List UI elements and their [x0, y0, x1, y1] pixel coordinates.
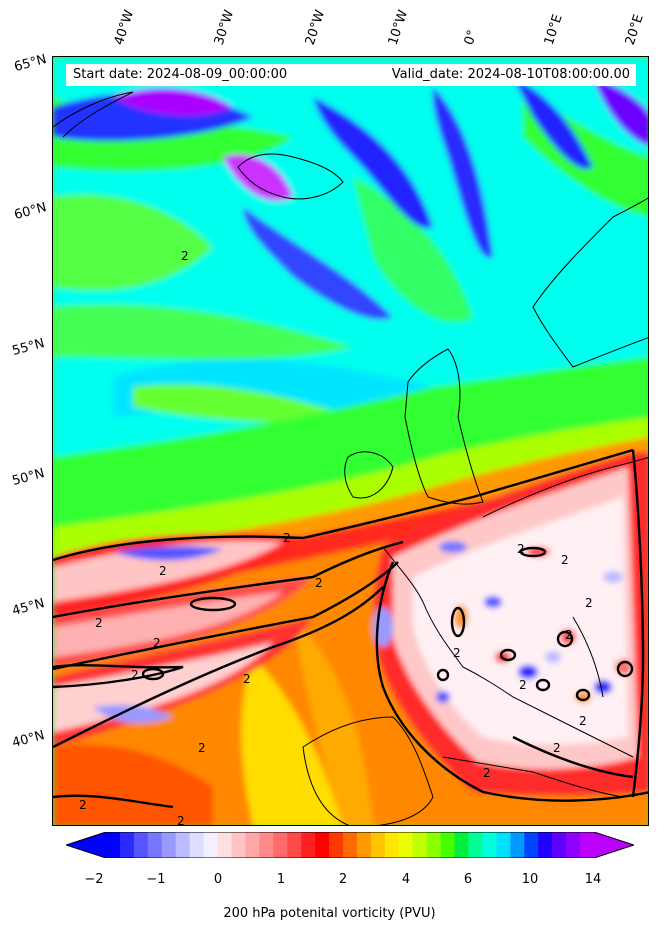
lon-label-20w: 20°W	[302, 8, 329, 47]
colorbar-tick: −1	[146, 872, 166, 887]
contour-label: 2	[565, 628, 573, 642]
contour-label: 2	[561, 553, 569, 567]
colorbar-cell	[245, 832, 260, 858]
colorbar-extend-high	[594, 832, 634, 858]
lat-label-60n: 60°N	[12, 200, 49, 223]
contour-label: 2	[315, 576, 323, 590]
pv2-contours	[53, 448, 648, 809]
lon-label-0: 0°	[461, 28, 481, 47]
valid-date-text: Valid_date: 2024-08-10T08:00:00.00	[391, 67, 630, 82]
lon-label-30w: 30°W	[211, 8, 238, 47]
contour-labels: 2 2 2 2 2 2 2 2 2 2 2 2 2 2 2 2 2 2 2 2	[79, 249, 593, 826]
colorbar-cell	[301, 832, 316, 858]
colorbar-cell	[482, 832, 497, 858]
colorbar-tick: 1	[276, 872, 286, 887]
colorbar-cell	[566, 832, 581, 858]
contour-label: 2	[579, 714, 587, 728]
colorbar-cell	[259, 832, 274, 858]
colorbar-cell	[496, 832, 511, 858]
colorbar-cell	[426, 832, 442, 858]
colorbar-cell	[552, 832, 567, 858]
lon-label-10w: 10°W	[385, 8, 412, 47]
lon-label-40w: 40°W	[111, 8, 138, 47]
contour-label: 2	[131, 668, 139, 682]
colorbar-cell	[106, 832, 121, 858]
lat-label-50n: 50°N	[10, 466, 47, 489]
contour-label: 2	[198, 741, 206, 755]
contour-label: 2	[243, 672, 251, 686]
lat-label-65n: 65°N	[12, 52, 49, 75]
iceland-coast	[237, 153, 344, 200]
pv-field-map: 2 2 2 2 2 2 2 2 2 2 2 2 2 2 2 2 2 2 2 2	[53, 57, 648, 826]
contour-label: 2	[517, 542, 525, 556]
colorbar-cell	[273, 832, 288, 858]
contour-label: 2	[177, 814, 185, 826]
colorbar-cell	[189, 832, 205, 858]
colorbar-tick: 0	[213, 872, 223, 887]
ireland-coast	[344, 451, 394, 499]
contour-label: 2	[519, 678, 527, 692]
contour-label: 2	[585, 596, 593, 610]
colorbar-cell	[524, 832, 539, 858]
colorbar-cell	[538, 832, 553, 858]
lon-label-10e: 10°E	[541, 12, 566, 48]
colorbar-cell	[468, 832, 483, 858]
colorbar-cell	[384, 832, 400, 858]
colorbar-extend-low	[66, 832, 106, 858]
lat-label-45n: 45°N	[10, 596, 47, 619]
colorbar-tick: −2	[84, 872, 104, 887]
contour-label: 2	[453, 646, 461, 660]
colorbar-cell	[315, 832, 330, 858]
colorbar-cell	[580, 832, 595, 858]
colorbar	[66, 832, 634, 858]
contour-label: 2	[79, 798, 87, 812]
iberia-coast	[302, 716, 434, 825]
colorbar-cells	[106, 832, 595, 858]
colorbar-tick: 4	[401, 872, 411, 887]
colorbar-cell	[343, 832, 358, 858]
contour-label: 2	[553, 741, 561, 755]
colorbar-cell	[370, 832, 386, 858]
lon-label-20e: 20°E	[622, 12, 647, 48]
pv-shading	[53, 57, 648, 825]
colorbar-cell	[412, 832, 428, 858]
scandinavia-coast	[532, 197, 648, 368]
colorbar-cell	[175, 832, 191, 858]
colorbar-cell	[510, 832, 525, 858]
colorbar-tick: 2	[338, 872, 348, 887]
great-britain-coast	[404, 348, 484, 505]
lat-label-55n: 55°N	[10, 336, 47, 359]
colorbar-cell	[203, 832, 219, 858]
contour-label: 2	[95, 616, 103, 630]
date-info-box: Start date: 2024-08-09_00:00:00 Valid_da…	[66, 64, 636, 86]
contour-label: 2	[181, 249, 189, 263]
colorbar-cell	[440, 832, 456, 858]
colorbar-cell	[398, 832, 414, 858]
lat-label-40n: 40°N	[10, 728, 47, 751]
colorbar-tick: 10	[521, 872, 539, 887]
contour-label: 2	[283, 531, 291, 545]
contour-label: 2	[159, 564, 167, 578]
colorbar-cell	[161, 832, 177, 858]
colorbar-cell	[119, 832, 135, 858]
coastlines	[53, 91, 648, 825]
colorbar-cell	[356, 832, 372, 858]
contour-label: 2	[483, 766, 491, 780]
colorbar-cell	[454, 832, 470, 858]
start-date-text: Start date: 2024-08-09_00:00:00	[73, 67, 288, 82]
colorbar-cell	[217, 832, 232, 858]
colorbar-cell	[133, 832, 149, 858]
colorbar-tick: 6	[463, 872, 473, 887]
colorbar-cell	[147, 832, 163, 858]
colorbar-tick: 14	[584, 872, 602, 887]
colorbar-cell	[287, 832, 302, 858]
colorbar-cell	[231, 832, 246, 858]
colorbar-cell	[329, 832, 344, 858]
map-panel: 2 2 2 2 2 2 2 2 2 2 2 2 2 2 2 2 2 2 2 2	[52, 56, 649, 826]
colorbar-label: 200 hPa potenital vorticity (PVU)	[223, 906, 436, 921]
contour-label: 2	[153, 636, 161, 650]
